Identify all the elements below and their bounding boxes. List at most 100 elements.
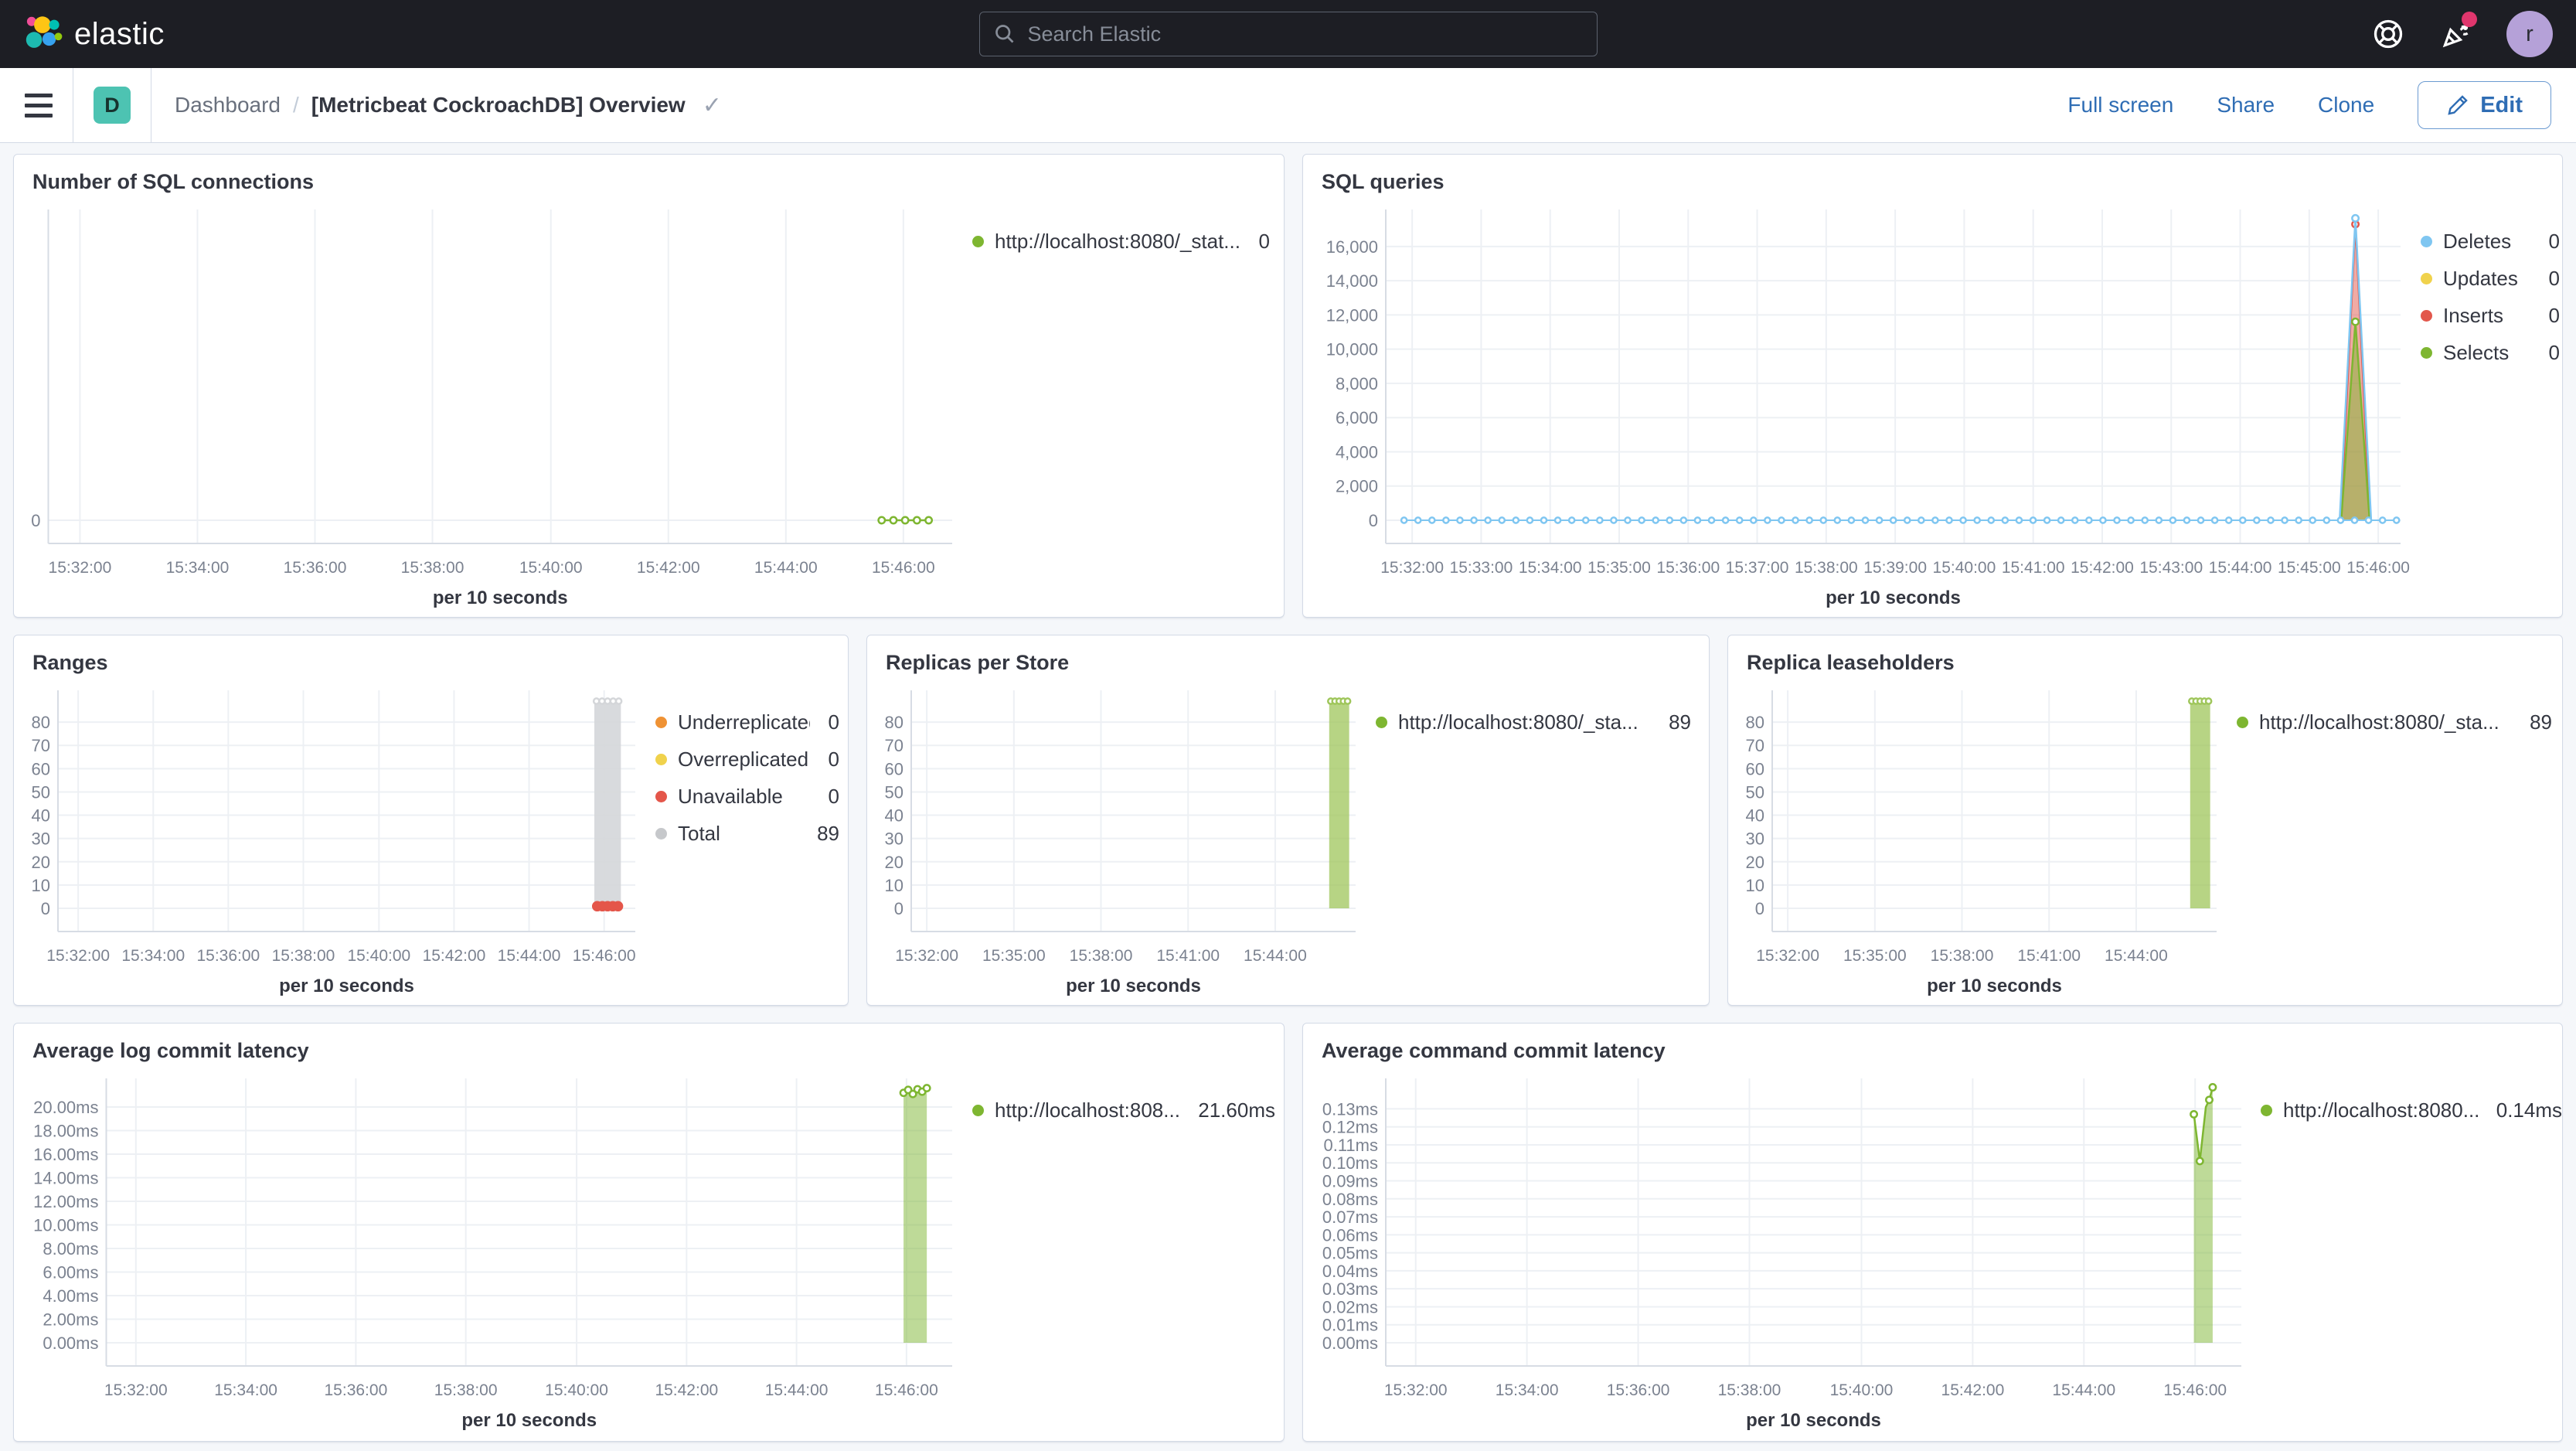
legend-label: http://localhost:8080/_stat... [995,230,1240,253]
legend-item[interactable]: http://localhost:8080/_stat... 0 [972,230,1270,254]
share-button[interactable]: Share [2217,93,2275,117]
panel-replica-leaseholders: Replica leaseholders 0 10 20 30 40 50 60 70 80 15… [1727,635,2563,1006]
chart-replica-leaseholders[interactable]: 0 10 20 30 40 50 60 70 80 15:32:00 15:35:00 15:38:0… [1736,678,2237,1001]
svg-text:15:39:00: 15:39:00 [1863,559,1927,577]
svg-text:15:42:00: 15:42:00 [1941,1381,2005,1399]
svg-text:0.11ms: 0.11ms [1323,1136,1378,1155]
title-check-icon[interactable]: ✓ [702,92,722,118]
legend-color-dot [655,828,667,840]
clone-button[interactable]: Clone [2318,93,2375,117]
svg-text:50: 50 [32,782,50,802]
chart-sql-queries[interactable]: 0 2,000 4,000 6,000 8,000 10,000 12,000 14,000 1… [1311,197,2421,613]
svg-text:10.00ms: 10.00ms [33,1215,98,1235]
legend-color-dot [1376,717,1387,728]
svg-text:14.00ms: 14.00ms [33,1168,98,1187]
svg-text:15:34:00: 15:34:00 [214,1381,277,1399]
svg-text:6,000: 6,000 [1336,408,1378,427]
svg-text:10,000: 10,000 [1326,340,1378,359]
svg-text:10: 10 [1746,876,1764,895]
svg-text:15:38:00: 15:38:00 [1795,559,1858,577]
legend-sql-queries: Deletes 0 Updates 0 Inserts 0 Selects 0 [2421,197,2560,614]
chart-replicas-per-store[interactable]: 0 10 20 30 40 50 60 70 80 15:32:00 15:35:00 15:38:0… [875,678,1376,1001]
svg-text:12.00ms: 12.00ms [33,1192,98,1211]
svg-text:15:44:00: 15:44:00 [2105,947,2168,965]
svg-text:20: 20 [1746,853,1764,872]
svg-text:15:32:00: 15:32:00 [104,1381,168,1399]
legend-label: Deletes [2443,230,2512,253]
svg-text:50: 50 [885,782,903,802]
legend-item[interactable]: Total 89 [655,822,839,846]
breadcrumb-dashboard-link[interactable]: Dashboard [175,93,281,117]
legend-item[interactable]: Inserts 0 [2421,304,2560,328]
svg-text:15:36:00: 15:36:00 [1607,1381,1670,1399]
legend-color-dot [2261,1105,2272,1116]
menu-hamburger-icon[interactable] [25,93,53,118]
legend-value: 21.60ms [1198,1098,1275,1122]
svg-text:15:44:00: 15:44:00 [1244,947,1307,965]
legend-value: 0 [1258,230,1270,253]
legend-item[interactable]: http://localhost:8080/_sta... 89 [2237,710,2552,734]
chart-ranges[interactable]: 0 10 20 30 40 50 60 70 80 15:32:00 15:34:00 15:36:0… [22,678,655,1001]
svg-text:15:45:00: 15:45:00 [2278,559,2341,577]
elastic-logo-icon [26,16,63,48]
panel-row-2: Ranges 0 10 20 30 40 50 60 70 80 15:32:00 15:34:00… [13,635,2563,1006]
elastic-logo[interactable]: elastic [23,14,165,54]
chart-average-log-commit-latency[interactable]: 0.00ms 2.00ms 4.00ms 6.00ms 8.00ms 10.00ms 12.… [22,1066,972,1436]
legend-item[interactable]: Unavailable 0 [655,785,839,809]
svg-text:15:43:00: 15:43:00 [2139,559,2203,577]
panel-body: 0.00ms 2.00ms 4.00ms 6.00ms 8.00ms 10.00ms 12.… [14,1066,1284,1441]
chart-number-of-sql-connections[interactable]: 0 15:32:00 15:34:00 15:36:00 15:38:00 15:40:0… [22,197,972,613]
svg-text:15:44:00: 15:44:00 [2052,1381,2115,1399]
news-notifications-icon[interactable] [2438,12,2477,52]
legend-item[interactable]: http://localhost:8080/_sta... 89 [1376,710,1691,734]
dashboard-content: Number of SQL connections 0 15:32:00 15:34… [0,143,2576,1451]
svg-text:2.00ms: 2.00ms [43,1310,98,1329]
svg-text:6.00ms: 6.00ms [43,1262,98,1282]
svg-text:15:34:00: 15:34:00 [166,559,230,577]
svg-text:15:46:00: 15:46:00 [573,947,636,965]
legend-item[interactable]: http://localhost:808... 21.60ms [972,1098,1275,1122]
svg-text:15:44:00: 15:44:00 [2209,559,2272,577]
legend-color-dot [655,791,667,802]
legend-item[interactable]: Overreplicated 0 [655,748,839,771]
legend-label: Underreplicated [678,710,810,734]
legend-label: Unavailable [678,785,783,808]
legend-label: Total [678,822,720,845]
svg-text:15:44:00: 15:44:00 [498,947,561,965]
svg-text:15:34:00: 15:34:00 [1496,1381,1559,1399]
svg-text:16,000: 16,000 [1326,237,1378,257]
svg-text:40: 40 [885,806,903,826]
chart-average-command-commit-latency[interactable]: 0.00ms0.01ms0.02ms0.03ms0.04ms0.05ms0.06… [1311,1066,2261,1436]
svg-text:60: 60 [885,759,903,778]
svg-text:18.00ms: 18.00ms [33,1121,98,1140]
svg-text:0: 0 [41,899,50,918]
avatar[interactable]: r [2506,11,2553,57]
svg-text:70: 70 [1746,736,1764,755]
full-screen-button[interactable]: Full screen [2067,93,2174,117]
dashboard-space-badge[interactable]: D [94,87,131,124]
legend-item[interactable]: http://localhost:8080... 0.14ms [2261,1098,2562,1122]
legend-number-of-sql-connections: http://localhost:8080/_stat... 0 [972,197,1270,614]
svg-text:15:40:00: 15:40:00 [1933,559,1996,577]
svg-text:15:36:00: 15:36:00 [325,1381,388,1399]
svg-text:16.00ms: 16.00ms [33,1145,98,1164]
svg-text:15:40:00: 15:40:00 [519,559,583,577]
svg-text:30: 30 [1746,829,1764,849]
legend-item[interactable]: Deletes 0 [2421,230,2560,254]
svg-text:15:36:00: 15:36:00 [196,947,260,965]
svg-text:0: 0 [1755,899,1764,918]
svg-text:0.02ms: 0.02ms [1322,1297,1378,1316]
svg-text:2,000: 2,000 [1336,477,1378,496]
edit-button[interactable]: Edit [2418,81,2551,129]
legend-label: Overreplicated [678,748,809,771]
legend-value: 89 [2530,710,2552,734]
legend-item[interactable]: Underreplicated 0 [655,710,839,734]
svg-text:15:38:00: 15:38:00 [434,1381,498,1399]
svg-text:15:35:00: 15:35:00 [1843,947,1907,965]
legend-item[interactable]: Updates 0 [2421,267,2560,291]
help-icon[interactable] [2370,16,2406,52]
svg-text:0.00ms: 0.00ms [43,1333,98,1353]
search-input[interactable] [978,12,1598,56]
legend-item[interactable]: Selects 0 [2421,341,2560,365]
svg-text:15:46:00: 15:46:00 [875,1381,938,1399]
